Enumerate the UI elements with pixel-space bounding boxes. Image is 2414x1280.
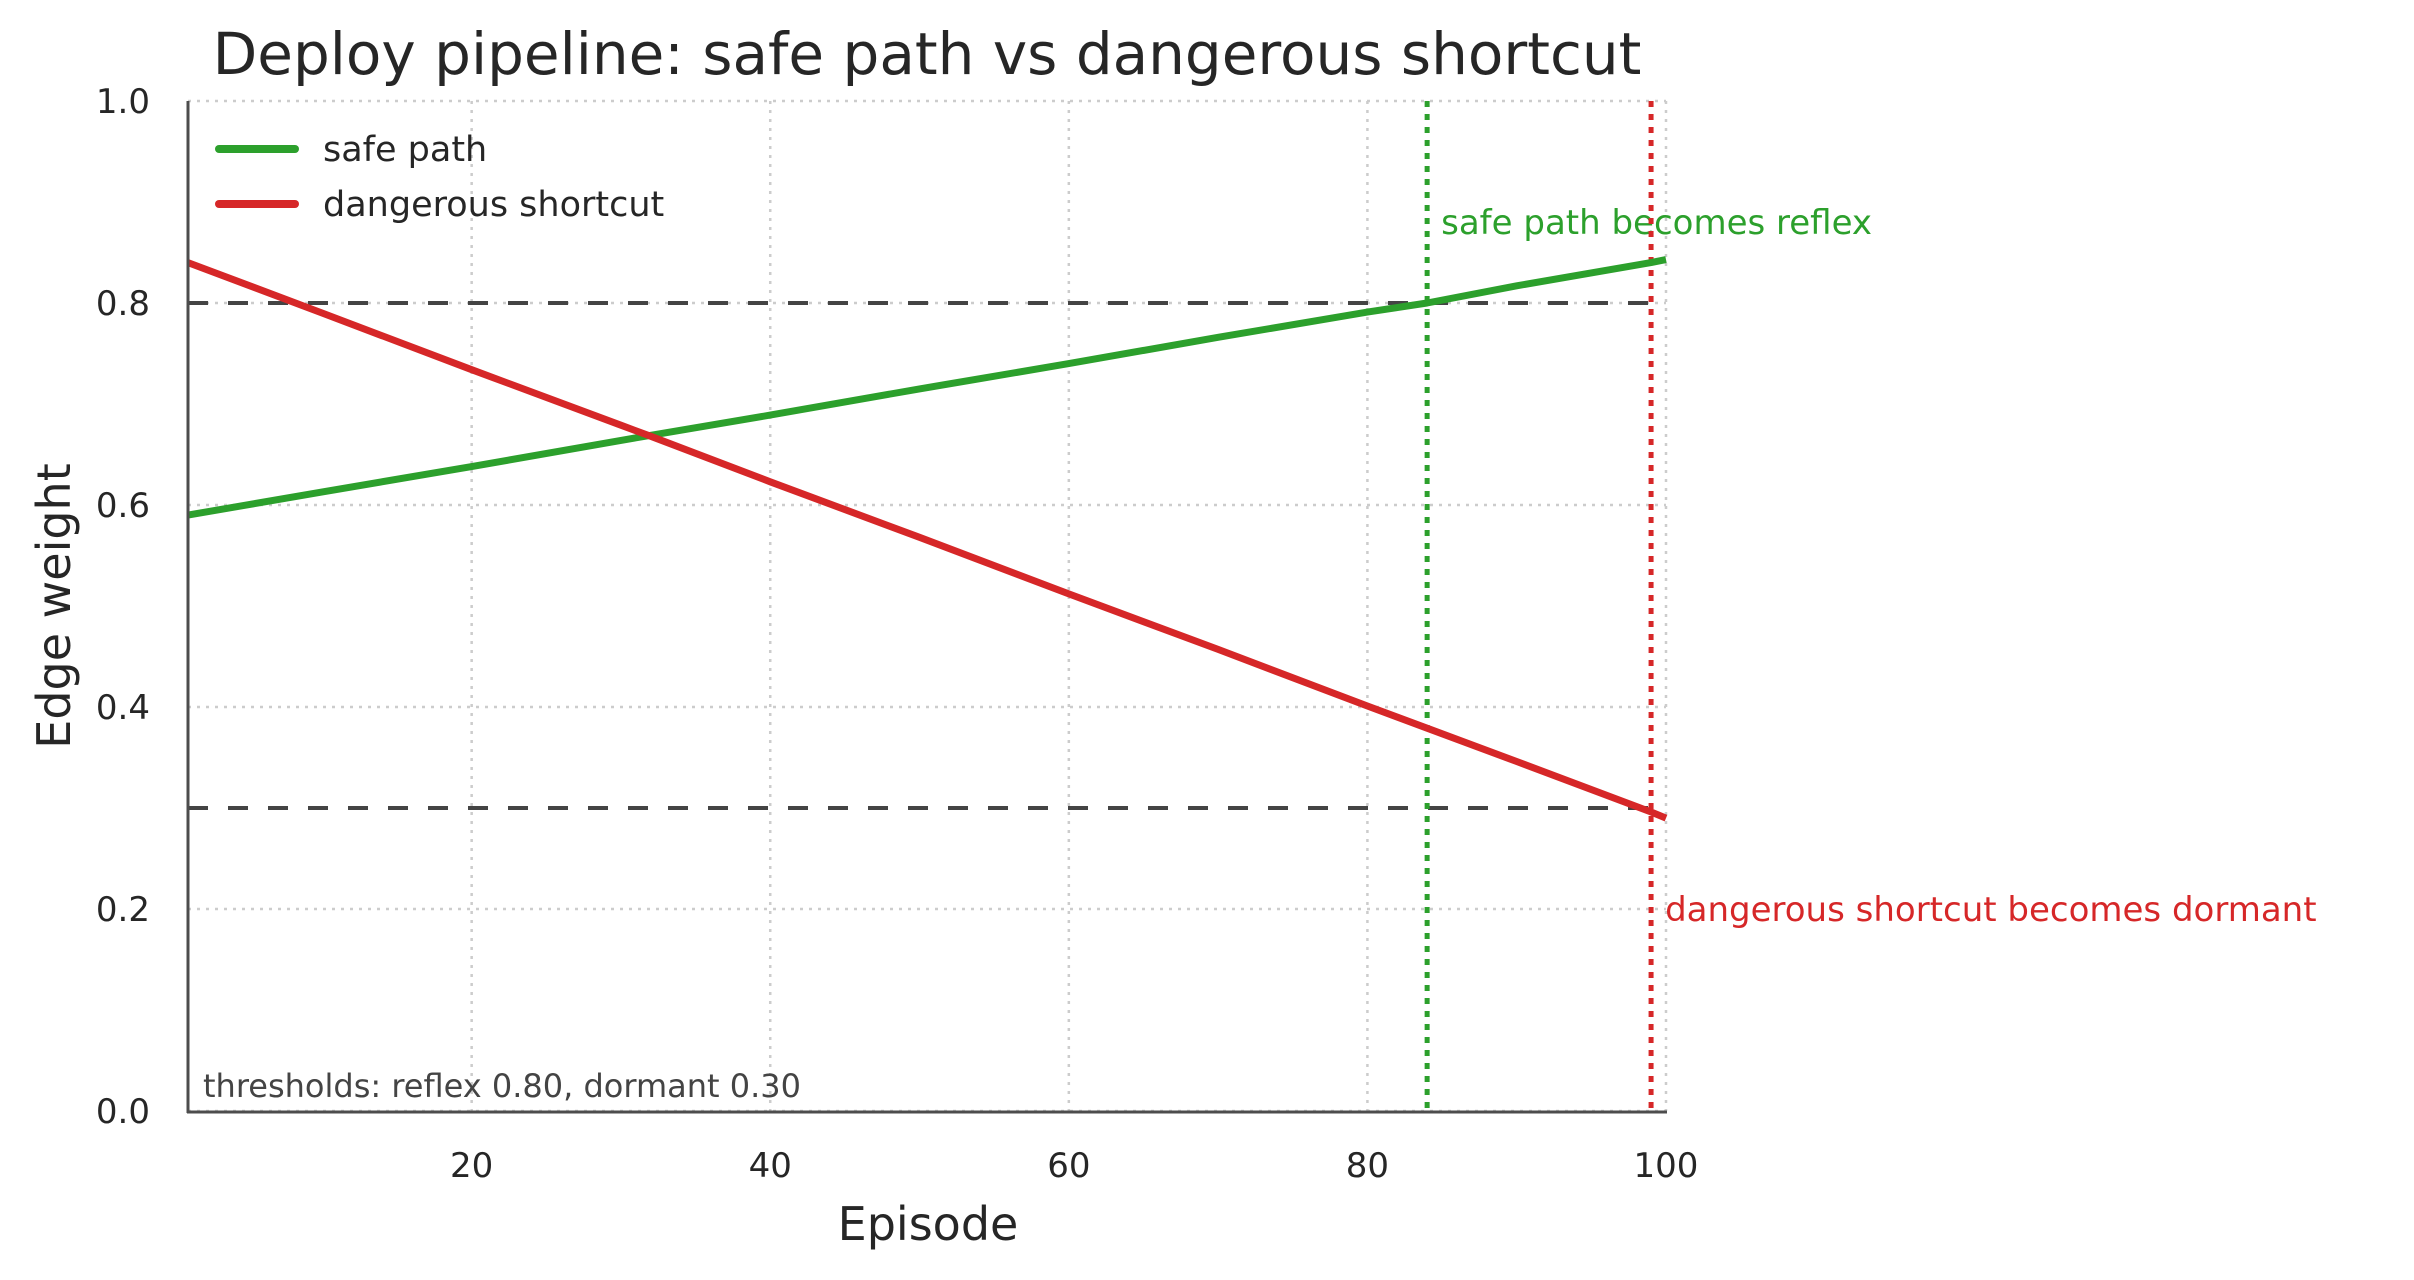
legend-label-dangerous-shortcut: dangerous shortcut	[323, 185, 664, 225]
chart-title: Deploy pipeline: safe path vs dangerous …	[213, 20, 1642, 88]
grid-lines	[188, 99, 1668, 1113]
y-tick-label: 0.0	[96, 1092, 150, 1132]
threshold-lines	[188, 301, 1658, 810]
event-label-0: safe path becomes reflex	[1441, 203, 1872, 243]
x-tick-label: 60	[1047, 1146, 1090, 1186]
y-tick-label: 1.0	[96, 82, 150, 122]
series-line-0	[187, 256, 1667, 519]
y-tick-label: 0.8	[96, 284, 150, 324]
x-axis-label: Episode	[838, 1197, 1019, 1251]
y-tick-label: 0.2	[96, 890, 150, 930]
series-line-1	[186, 259, 1668, 822]
y-tick-label: 0.6	[96, 486, 150, 526]
event-markers: safe path becomes reflex dangerous shortc…	[1424, 101, 2317, 1111]
thresholds-note: thresholds: reflex 0.80, dormant 0.30	[203, 1067, 801, 1105]
x-tick-label: 80	[1346, 1146, 1389, 1186]
data-series	[186, 256, 1668, 822]
legend: safe path dangerous shortcut	[215, 130, 664, 225]
y-tick-labels: 0.0 0.2 0.4 0.6 0.8 1.0	[96, 82, 150, 1132]
x-tick-label: 100	[1634, 1146, 1699, 1186]
y-axis-label: Edge weight	[27, 463, 81, 748]
x-tick-labels: 20 40 60 80 100	[450, 1146, 1698, 1186]
x-tick-label: 40	[749, 1146, 792, 1186]
y-tick-label: 0.4	[96, 688, 150, 728]
event-label-1: dangerous shortcut becomes dormant	[1665, 890, 2316, 930]
legend-label-safe-path: safe path	[323, 130, 487, 170]
x-tick-label: 20	[450, 1146, 493, 1186]
